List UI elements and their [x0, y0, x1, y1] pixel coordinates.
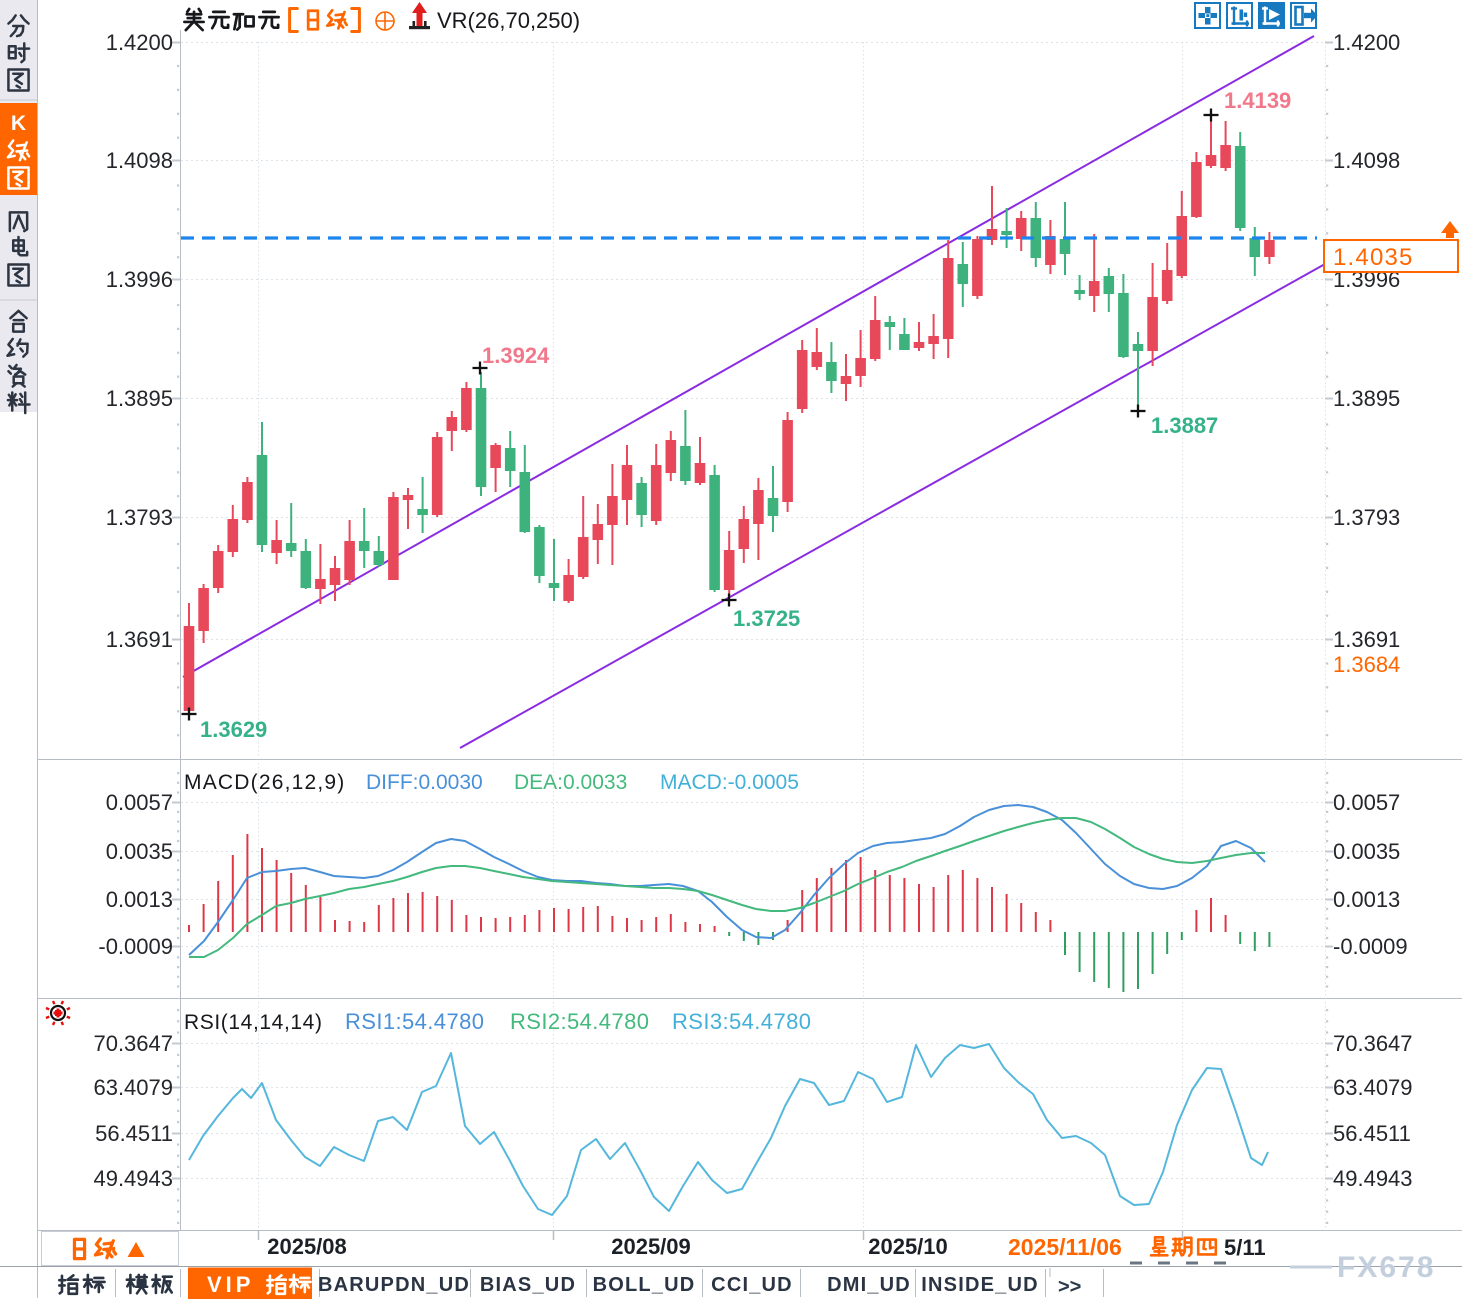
svg-text:0.0013: 0.0013	[1333, 887, 1400, 912]
svg-text:BIAS_UD: BIAS_UD	[480, 1274, 576, 1296]
svg-text:-0.0009: -0.0009	[98, 934, 173, 959]
svg-text:1.3691: 1.3691	[1333, 627, 1400, 652]
svg-text:49.4943: 49.4943	[1333, 1166, 1413, 1191]
svg-text:1.4139: 1.4139	[1224, 88, 1291, 113]
svg-text:1.3629: 1.3629	[200, 717, 267, 742]
svg-text:1.4200: 1.4200	[1333, 30, 1400, 55]
svg-text:BOLL_UD: BOLL_UD	[593, 1274, 696, 1296]
svg-text:5/11: 5/11	[1224, 1235, 1266, 1260]
svg-text:K: K	[11, 112, 26, 135]
svg-text:FX678: FX678	[1337, 1251, 1435, 1284]
svg-text:63.4079: 63.4079	[93, 1075, 173, 1100]
svg-text:1.3793: 1.3793	[1333, 505, 1400, 530]
svg-text:0.0057: 0.0057	[106, 790, 173, 815]
svg-text:63.4079: 63.4079	[1333, 1075, 1413, 1100]
svg-text:1.3725: 1.3725	[733, 606, 800, 631]
svg-text:RSI3:54.4780: RSI3:54.4780	[672, 1009, 811, 1034]
svg-text:1.3996: 1.3996	[106, 267, 173, 292]
svg-text:DIFF:0.0030: DIFF:0.0030	[366, 771, 483, 794]
svg-text:DMI_UD: DMI_UD	[827, 1274, 911, 1296]
svg-text:2025/08: 2025/08	[267, 1234, 347, 1259]
svg-text:1.3793: 1.3793	[106, 505, 173, 530]
svg-text:2025/11/06: 2025/11/06	[1008, 1234, 1122, 1260]
svg-text:2025/10: 2025/10	[868, 1234, 948, 1259]
svg-text:CCI_UD: CCI_UD	[711, 1274, 793, 1296]
svg-text:-0.0009: -0.0009	[1333, 934, 1408, 959]
svg-text:1.3725: 1.3725	[733, 606, 800, 631]
svg-text:1.4035: 1.4035	[1333, 244, 1414, 271]
svg-text:VR(26,70,250): VR(26,70,250)	[437, 8, 580, 33]
svg-text:DEA:0.0033: DEA:0.0033	[514, 771, 627, 794]
svg-text:BARUPDN_UD: BARUPDN_UD	[318, 1274, 470, 1296]
svg-text:0.0057: 0.0057	[1333, 790, 1400, 815]
svg-text:1.4098: 1.4098	[1333, 148, 1400, 173]
svg-text:1.3887: 1.3887	[1151, 413, 1218, 438]
svg-text:1.4139: 1.4139	[1224, 88, 1291, 113]
svg-text:70.3647: 70.3647	[93, 1031, 173, 1056]
svg-text:1.3895: 1.3895	[1333, 386, 1400, 411]
svg-text:VIP: VIP	[207, 1272, 254, 1297]
svg-text:56.4511: 56.4511	[1333, 1121, 1411, 1146]
svg-text:49.4943: 49.4943	[93, 1166, 173, 1191]
svg-text:INSIDE_UD: INSIDE_UD	[921, 1274, 1039, 1296]
svg-text:MACD:-0.0005: MACD:-0.0005	[660, 771, 799, 794]
svg-text:1.4200: 1.4200	[106, 30, 173, 55]
svg-text:>>: >>	[1058, 1276, 1081, 1298]
svg-text:1.3924: 1.3924	[482, 343, 550, 368]
svg-text:0.0013: 0.0013	[106, 887, 173, 912]
svg-text:1.3887: 1.3887	[1151, 413, 1218, 438]
svg-text:70.3647: 70.3647	[1333, 1031, 1413, 1056]
svg-text:RSI2:54.4780: RSI2:54.4780	[510, 1009, 649, 1034]
svg-text:1.3684: 1.3684	[1333, 652, 1400, 677]
svg-text:0.0035: 0.0035	[1333, 839, 1400, 864]
svg-text:RSI1:54.4780: RSI1:54.4780	[345, 1009, 484, 1034]
svg-text:1.3895: 1.3895	[106, 386, 173, 411]
svg-text:RSI(14,14,14): RSI(14,14,14)	[184, 1011, 323, 1034]
svg-text:1.3691: 1.3691	[106, 627, 173, 652]
svg-text:1.3924: 1.3924	[482, 343, 550, 368]
svg-text:0.0035: 0.0035	[106, 839, 173, 864]
svg-text:2025/09: 2025/09	[611, 1234, 691, 1259]
svg-text:1.4098: 1.4098	[106, 148, 173, 173]
svg-text:MACD(26,12,9): MACD(26,12,9)	[184, 771, 345, 794]
svg-text:1.3629: 1.3629	[200, 717, 267, 742]
svg-text:56.4511: 56.4511	[95, 1121, 173, 1146]
